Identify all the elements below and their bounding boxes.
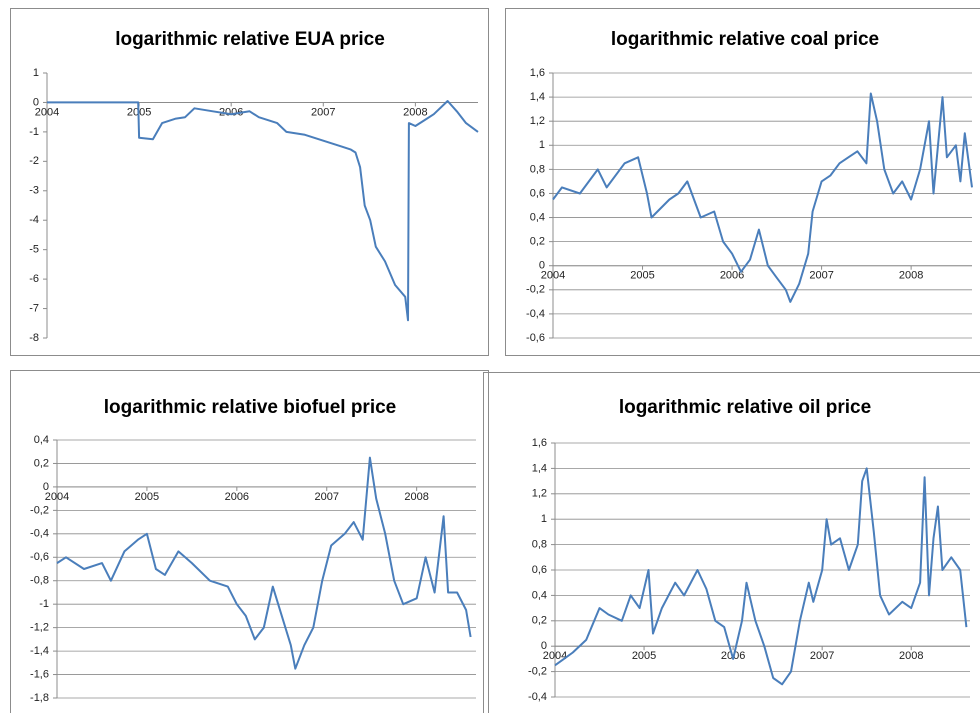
x-tick-label: 2005 (632, 650, 656, 662)
y-tick-label: 0,2 (532, 615, 547, 627)
y-tick-label: 0,6 (530, 187, 545, 199)
y-tick-label: -0,8 (30, 575, 49, 587)
x-tick-label: 2007 (315, 491, 339, 503)
y-tick-label: 0,2 (34, 457, 49, 469)
x-tick-label: 2007 (810, 650, 834, 662)
y-tick-label: 1,4 (530, 91, 545, 103)
y-tick-label: 0 (539, 260, 545, 272)
y-tick-label: 1,2 (532, 488, 547, 500)
y-tick-label: -1 (29, 126, 39, 138)
y-tick-label: -0,6 (30, 551, 49, 563)
y-tick-label: -4 (29, 214, 39, 226)
y-tick-label: 0,4 (530, 211, 545, 223)
y-tick-label: -0,2 (30, 504, 49, 516)
y-tick-label: 1 (541, 513, 547, 525)
y-tick-label: 1,2 (530, 115, 545, 127)
y-tick-label: -1,4 (30, 645, 49, 657)
y-tick-label: 0,8 (530, 163, 545, 175)
y-tick-label: -3 (29, 185, 39, 197)
y-tick-label: -1 (39, 598, 49, 610)
x-tick-label: 2008 (403, 106, 427, 118)
chart-title: logarithmic relative coal price (611, 29, 879, 50)
x-tick-label: 2004 (45, 491, 69, 503)
y-tick-label: -1,6 (30, 668, 49, 680)
y-tick-label: 1,6 (532, 437, 547, 449)
y-tick-label: 0 (541, 640, 547, 652)
y-tick-label: 0,8 (532, 539, 547, 551)
x-tick-label: 2007 (809, 270, 833, 282)
y-tick-label: 0 (43, 481, 49, 493)
panel-border (505, 8, 980, 356)
y-tick-label: 0,4 (34, 434, 49, 446)
x-tick-label: 2008 (899, 650, 923, 662)
x-tick-label: 2005 (630, 270, 654, 282)
chart-title: logarithmic relative biofuel price (104, 397, 396, 418)
y-tick-label: 1 (539, 139, 545, 151)
panel-border (10, 370, 489, 713)
x-tick-label: 2006 (219, 106, 243, 118)
x-tick-label: 2008 (899, 270, 923, 282)
panel-border (483, 372, 980, 713)
x-tick-label: 2004 (543, 650, 567, 662)
y-tick-label: -7 (29, 302, 39, 314)
x-tick-label: 2008 (404, 491, 428, 503)
data-line (554, 467, 968, 686)
y-tick-label: -5 (29, 244, 39, 256)
y-tick-label: -1,8 (30, 692, 49, 704)
x-tick-label: 2004 (541, 270, 565, 282)
y-tick-label: -2 (29, 155, 39, 167)
y-tick-label: -0,2 (526, 284, 545, 296)
y-tick-label: 0,2 (530, 236, 545, 248)
y-tick-label: -0,4 (528, 691, 547, 703)
data-line (552, 92, 973, 303)
y-tick-label: -8 (29, 332, 39, 344)
chart-title: logarithmic relative oil price (619, 397, 871, 418)
y-tick-label: -6 (29, 273, 39, 285)
y-tick-label: 0 (33, 96, 39, 108)
data-line (47, 100, 479, 322)
y-tick-label: 0,4 (532, 589, 547, 601)
y-tick-label: -0,2 (528, 666, 547, 678)
y-tick-label: 1,4 (532, 462, 547, 474)
y-tick-label: -0,4 (526, 308, 545, 320)
y-tick-label: -1,2 (30, 622, 49, 634)
y-tick-label: -0,6 (526, 332, 545, 344)
chart-title: logarithmic relative EUA price (115, 29, 385, 50)
x-tick-label: 2005 (135, 491, 159, 503)
data-line (56, 456, 472, 670)
y-tick-label: 1 (33, 67, 39, 79)
y-tick-label: 0,6 (532, 564, 547, 576)
panel-border (10, 8, 489, 356)
x-tick-label: 2006 (225, 491, 249, 503)
x-tick-label: 2004 (35, 106, 59, 118)
y-tick-label: -0,4 (30, 528, 49, 540)
x-tick-label: 2007 (311, 106, 335, 118)
x-tick-label: 2006 (720, 270, 744, 282)
y-tick-label: 1,6 (530, 67, 545, 79)
